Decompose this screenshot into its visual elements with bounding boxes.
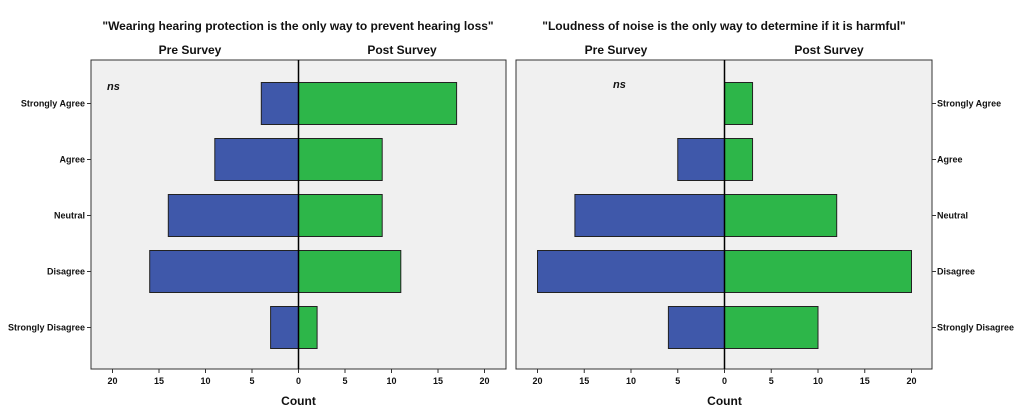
bar-pre	[214, 138, 299, 181]
category-label: Neutral	[54, 211, 85, 221]
significance-annotation: ns	[107, 81, 120, 93]
category-label: Agree	[937, 155, 963, 165]
category-label: Disagree	[937, 267, 975, 277]
bar-post	[724, 194, 838, 237]
bar-pre	[167, 194, 299, 237]
bar-pre	[677, 138, 725, 181]
bar-post	[724, 82, 754, 125]
bar-post	[724, 306, 819, 349]
category-label: Strongly Disagree	[8, 323, 85, 333]
x-tick-label: 5	[342, 376, 347, 386]
x-tick-label: 20	[479, 376, 489, 386]
x-tick-label: 15	[154, 376, 164, 386]
series-label-pre: Pre Survey	[585, 43, 648, 57]
bar-pre	[270, 306, 300, 349]
bar-post	[724, 250, 912, 293]
x-tick-label: 15	[860, 376, 870, 386]
category-label: Agree	[59, 155, 85, 165]
bar-pre	[667, 306, 726, 349]
x-tick-label: 20	[906, 376, 916, 386]
x-tick-label: 15	[433, 376, 443, 386]
chart-title: "Wearing hearing protection is the only …	[102, 19, 493, 33]
x-tick-label: 15	[579, 376, 589, 386]
series-label-post: Post Survey	[367, 43, 437, 57]
series-label-pre: Pre Survey	[159, 43, 222, 57]
x-tick-label: 20	[532, 376, 542, 386]
bar-post	[724, 138, 754, 181]
bar-post	[298, 250, 402, 293]
x-axis-label: Count	[707, 394, 742, 408]
bar-post	[298, 138, 383, 181]
x-tick-label: 5	[675, 376, 680, 386]
bar-post	[298, 194, 383, 237]
chart-title: "Loudness of noise is the only way to de…	[542, 19, 905, 33]
bar-pre	[260, 82, 299, 125]
x-tick-label: 10	[813, 376, 823, 386]
x-axis-label: Count	[281, 394, 316, 408]
category-label: Strongly Agree	[21, 99, 85, 109]
x-tick-label: 10	[386, 376, 396, 386]
x-tick-label: 10	[626, 376, 636, 386]
x-tick-label: 0	[722, 376, 727, 386]
significance-annotation: ns	[613, 79, 626, 91]
category-label: Strongly Disagree	[937, 323, 1014, 333]
x-tick-label: 0	[296, 376, 301, 386]
bar-pre	[537, 250, 725, 293]
x-tick-label: 5	[249, 376, 254, 386]
x-tick-label: 10	[200, 376, 210, 386]
category-label: Neutral	[937, 211, 968, 221]
x-tick-label: 20	[107, 376, 117, 386]
bar-pre	[574, 194, 726, 237]
series-label-post: Post Survey	[794, 43, 864, 57]
bar-pre	[149, 250, 299, 293]
x-tick-label: 5	[769, 376, 774, 386]
bar-post	[298, 306, 318, 349]
bar-post	[298, 82, 458, 125]
category-label: Strongly Agree	[937, 99, 1001, 109]
category-label: Disagree	[47, 267, 85, 277]
